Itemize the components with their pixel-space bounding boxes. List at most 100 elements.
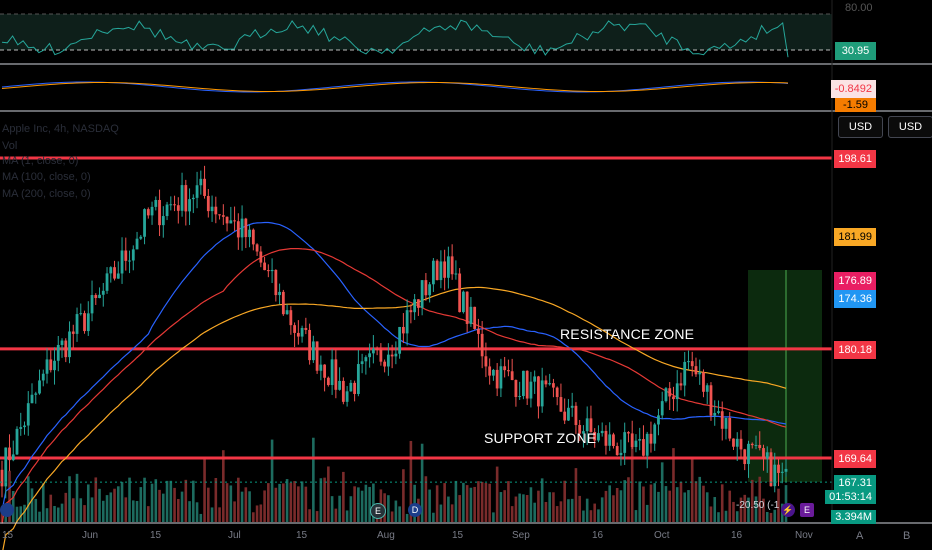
volume-bar <box>252 512 255 522</box>
macd-histogram-bar <box>80 84 83 87</box>
candle <box>364 357 368 362</box>
currency-button-right[interactable]: USD <box>888 116 932 138</box>
candle <box>113 267 116 279</box>
candle <box>664 388 668 402</box>
candle <box>645 433 649 456</box>
macd-histogram-bar <box>756 86 759 87</box>
candle <box>338 380 342 390</box>
candle <box>690 361 694 367</box>
rsi-value-label: 30.95 <box>835 42 876 60</box>
volume-bar <box>593 503 596 522</box>
volume-bar <box>116 486 120 522</box>
ma-red-line <box>1 248 787 524</box>
macd-histogram-bar <box>707 87 710 91</box>
volume-bar <box>222 450 225 522</box>
x-tick: Jun <box>82 530 99 541</box>
price-pane <box>0 156 832 550</box>
earnings-icon[interactable]: E <box>370 503 386 519</box>
macd-histogram-bar <box>369 86 372 87</box>
dividend-icon[interactable]: D <box>408 503 422 517</box>
macd-value-label: -0.8492 <box>830 80 876 98</box>
candle <box>398 326 402 354</box>
x-tick: Aug <box>377 530 395 541</box>
macd-histogram-bar <box>163 87 166 91</box>
volume-bar <box>754 496 758 522</box>
macd-histogram-bar <box>282 83 285 87</box>
macd-histogram-bar <box>404 87 407 90</box>
macd-histogram-bar <box>409 87 412 92</box>
nav-forward-button[interactable]: B <box>903 530 911 542</box>
candle <box>128 260 131 262</box>
macd-histogram-bar <box>93 83 96 87</box>
currency-button-left[interactable]: USD <box>838 116 883 138</box>
candle <box>221 215 225 217</box>
candle <box>705 385 709 392</box>
macd-histogram-bar <box>176 87 179 91</box>
volume-bar <box>304 486 308 522</box>
candle <box>64 340 68 358</box>
volume-bar <box>597 509 600 522</box>
dividend-icon[interactable] <box>0 503 14 517</box>
candle <box>518 396 522 398</box>
candle <box>537 376 540 407</box>
candle <box>446 256 450 278</box>
candle <box>552 383 555 388</box>
macd-histogram-bar <box>264 84 267 87</box>
candle <box>597 433 600 441</box>
volume-bar <box>555 506 559 522</box>
macd-histogram-bar <box>106 84 109 87</box>
earnings-icon[interactable]: E <box>800 503 814 517</box>
volume-bar <box>507 481 510 522</box>
candle <box>176 205 180 211</box>
macd-histogram-bar <box>567 80 570 87</box>
candle <box>386 354 390 367</box>
volume-bar <box>289 482 293 522</box>
candle <box>315 341 319 371</box>
volume-bar <box>75 473 79 522</box>
candle <box>308 329 311 361</box>
volume-bar <box>477 481 480 522</box>
macd-histogram-bar <box>580 78 583 87</box>
candle <box>199 178 203 186</box>
macd-histogram-bar <box>765 84 768 87</box>
candle <box>638 439 642 441</box>
candle <box>627 432 630 434</box>
volume-bar <box>765 511 769 522</box>
macd-histogram-bar <box>602 85 605 87</box>
candle <box>165 204 169 217</box>
volume-bar <box>402 469 405 522</box>
macd-histogram-bar <box>220 87 223 90</box>
nav-back-button[interactable]: A <box>856 530 864 542</box>
macd-histogram-bar <box>255 85 258 87</box>
candle <box>41 373 45 381</box>
volume-bar <box>649 484 653 522</box>
candle <box>409 310 413 313</box>
candle <box>773 464 777 487</box>
candle <box>229 220 233 224</box>
candle <box>657 415 660 425</box>
flash-icon[interactable]: ⚡ <box>781 503 795 517</box>
candle <box>379 349 383 362</box>
candle <box>514 380 518 398</box>
volume-bar <box>552 492 555 522</box>
macd-histogram-bar <box>527 87 530 96</box>
candle <box>270 269 274 272</box>
volume-bar <box>267 483 270 522</box>
macd-histogram-bar <box>378 87 381 89</box>
countdown-label: 01:53:14 <box>825 490 876 504</box>
volume-bar <box>728 490 732 522</box>
macd-histogram-bar <box>585 78 588 87</box>
macd-histogram-bar <box>672 87 675 92</box>
volume-bar <box>334 508 338 522</box>
macd-histogram-bar <box>365 86 368 87</box>
candle <box>754 444 758 446</box>
volume-bar <box>443 483 446 522</box>
candle <box>687 361 690 363</box>
macd-histogram-bar <box>712 87 715 91</box>
volume-bar <box>387 495 390 522</box>
macd-histogram-bar <box>721 87 724 89</box>
macd-histogram-bar <box>519 87 522 96</box>
candle <box>574 405 578 426</box>
volume-bar <box>41 483 45 522</box>
